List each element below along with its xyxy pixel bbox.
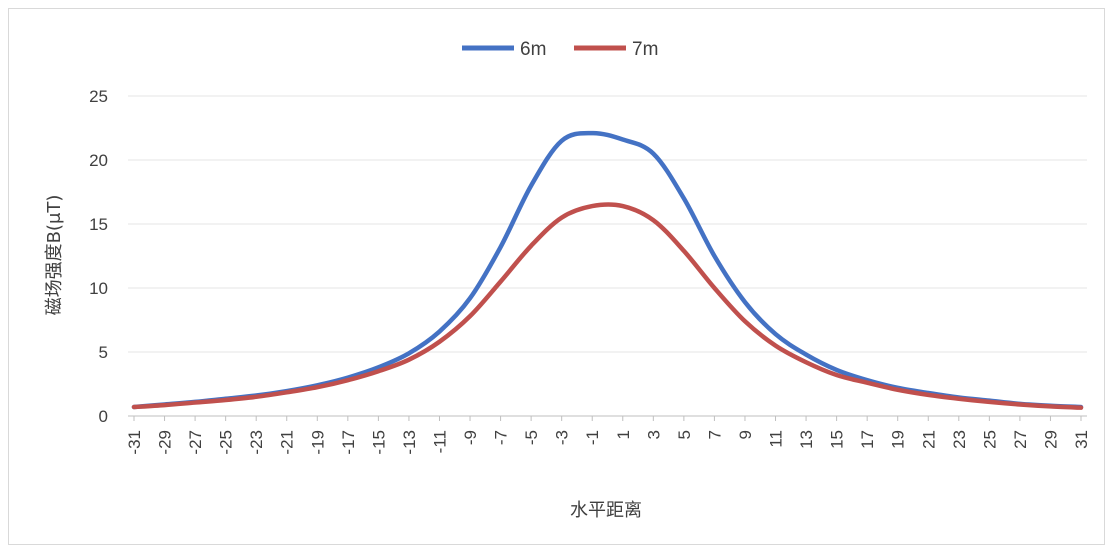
x-tick-label: 13 bbox=[797, 430, 816, 449]
gridlines bbox=[128, 95, 1087, 417]
x-tick-label: -19 bbox=[308, 430, 327, 455]
x-tick-label: -31 bbox=[125, 430, 144, 455]
x-tick-label: -13 bbox=[400, 430, 419, 455]
legend: 6m 7m bbox=[462, 39, 658, 60]
x-tick-label: 29 bbox=[1041, 430, 1060, 449]
x-tick-label: 5 bbox=[675, 430, 694, 439]
x-tick-label: -15 bbox=[369, 430, 388, 455]
x-tick-label: -17 bbox=[339, 430, 358, 455]
x-tick-label: 3 bbox=[644, 430, 663, 439]
x-tick-label: -29 bbox=[156, 430, 175, 455]
x-tick-label: -9 bbox=[461, 430, 480, 445]
y-tick-label: 0 bbox=[99, 407, 108, 426]
legend-label-6m: 6m bbox=[520, 39, 546, 60]
x-tick-label: 25 bbox=[980, 430, 999, 449]
series-line-6m bbox=[131, 130, 1084, 410]
x-tick-label: -7 bbox=[492, 430, 511, 445]
x-tick-label: 23 bbox=[950, 430, 969, 449]
x-tick-label: 7 bbox=[705, 430, 724, 439]
x-axis-ticks: -31 -29 -27 -25 -23 -21 -19 -17 -15 -13 -11 -9 -7 -5-… bbox=[125, 416, 1091, 455]
series-line-7m bbox=[131, 202, 1084, 410]
x-tick-label: 31 bbox=[1072, 430, 1091, 449]
x-tick-label: 19 bbox=[889, 430, 908, 449]
x-tick-label: -27 bbox=[186, 430, 205, 455]
x-tick-label: 27 bbox=[1011, 430, 1030, 449]
x-tick-label: 11 bbox=[767, 430, 786, 448]
x-tick-label: -23 bbox=[247, 430, 266, 455]
y-tick-label: 15 bbox=[89, 215, 108, 234]
x-tick-label: -5 bbox=[522, 430, 541, 445]
x-tick-label: -3 bbox=[553, 430, 572, 445]
x-tick-label: 9 bbox=[736, 430, 755, 439]
legend-label-7m: 7m bbox=[632, 39, 658, 60]
x-tick-label: -1 bbox=[583, 430, 602, 445]
x-axis-title: 水平距离 bbox=[570, 500, 642, 521]
y-tick-label: 20 bbox=[89, 151, 108, 170]
series-lines bbox=[131, 130, 1084, 410]
x-tick-label: 17 bbox=[858, 430, 877, 449]
x-tick-label: 1 bbox=[614, 430, 633, 439]
x-tick-label: -11 bbox=[430, 430, 449, 453]
x-tick-label: -25 bbox=[217, 430, 236, 455]
y-tick-label: 5 bbox=[99, 343, 108, 362]
y-axis-title: 磁场强度B(μT) bbox=[44, 195, 65, 316]
y-tick-label: 25 bbox=[89, 87, 108, 106]
x-tick-label: -21 bbox=[278, 430, 297, 455]
y-axis-ticks: 0 5 10 15 20 25 bbox=[89, 87, 108, 426]
x-tick-label: 21 bbox=[919, 430, 938, 449]
y-tick-label: 10 bbox=[89, 279, 108, 298]
x-tick-label: 15 bbox=[828, 430, 847, 449]
chart-frame bbox=[8, 8, 1105, 545]
